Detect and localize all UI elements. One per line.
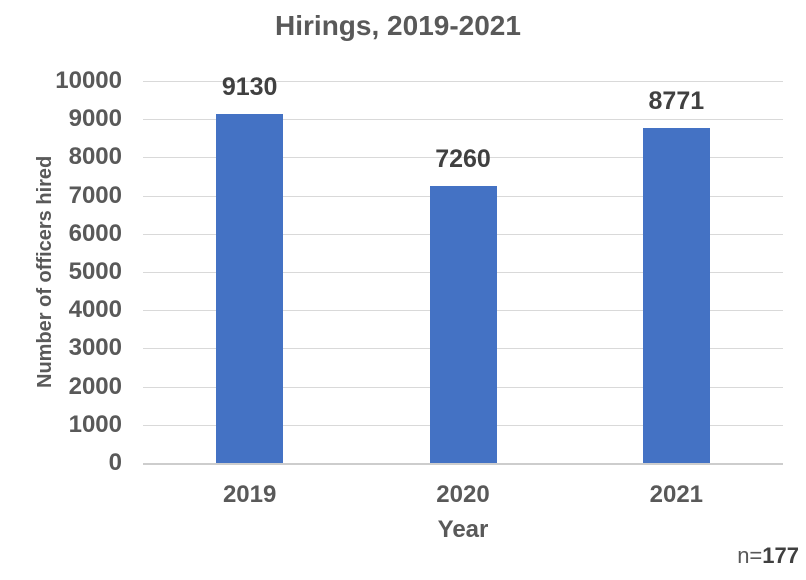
bar-value-label-2020: 7260 xyxy=(435,144,491,173)
gridline xyxy=(143,81,783,82)
bar-value-label-2019: 9130 xyxy=(221,73,278,102)
y-tick-label: 6000 xyxy=(68,219,122,247)
bar-2020 xyxy=(429,185,497,463)
y-tick-label: 3000 xyxy=(68,334,122,362)
annotation-prefix: n= xyxy=(737,543,763,568)
chart-title: Hirings, 2019-2021 xyxy=(275,10,521,41)
x-axis-tick-labels: 2019 2020 2021 xyxy=(143,481,783,511)
x-tick-label-2020: 2020 xyxy=(436,481,490,508)
bar-value-label-2021: 8771 xyxy=(648,86,705,115)
x-axis-title: Year xyxy=(437,516,489,543)
sample-size-annotation: n=177 xyxy=(737,543,799,569)
annotation-value: 177 xyxy=(762,543,799,568)
y-tick-label: 2000 xyxy=(68,372,122,400)
y-tick-label: 1000 xyxy=(68,410,122,438)
y-tick-label: 4000 xyxy=(68,296,122,324)
y-axis-tick-labels: 0 1000 2000 3000 4000 5000 6000 7000 8000 9000 100… xyxy=(0,67,122,476)
bar-2021 xyxy=(642,127,710,463)
gridline xyxy=(143,119,783,121)
y-tick-label: 5000 xyxy=(68,258,122,285)
y-tick-label: 0 xyxy=(108,449,122,476)
bar-2019 xyxy=(216,114,284,463)
gridline xyxy=(143,157,783,159)
y-tick-label: 8000 xyxy=(68,143,122,171)
x-tick-label-2021: 2021 xyxy=(649,481,704,508)
y-tick-label: 7000 xyxy=(68,181,122,209)
y-tick-label: 9000 xyxy=(68,105,122,133)
plot-area: 9130 7260 8771 xyxy=(143,73,783,465)
x-tick-label-2019: 2019 xyxy=(222,481,277,508)
y-tick-label: 10000 xyxy=(55,67,122,94)
